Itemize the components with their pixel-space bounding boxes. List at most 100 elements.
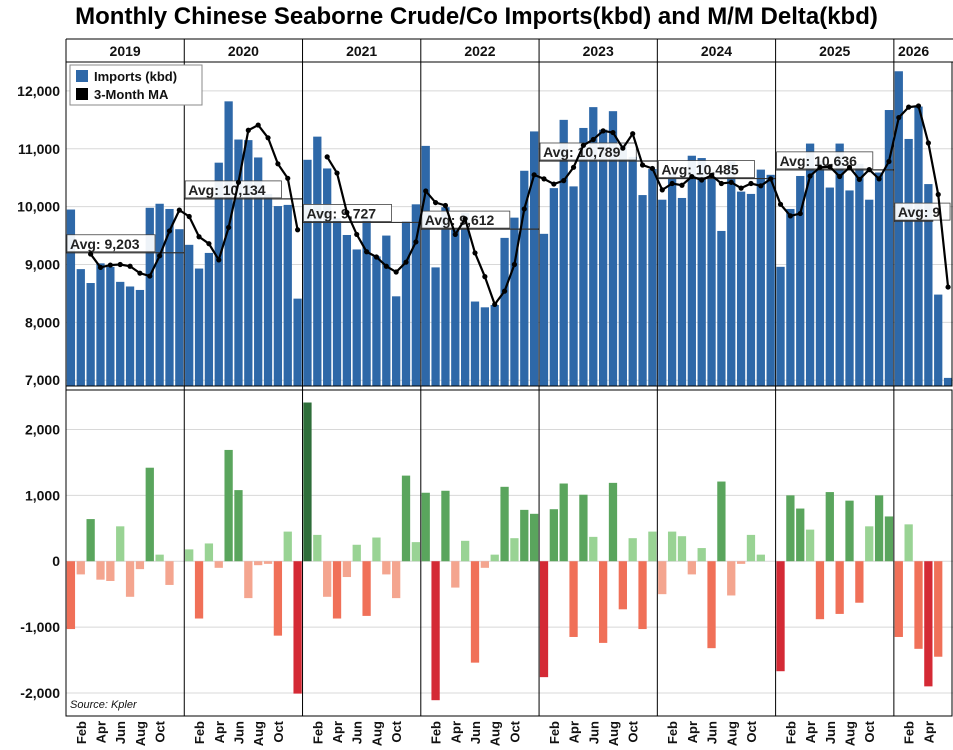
imports-bar (776, 266, 785, 386)
ma-point (787, 213, 793, 219)
imports-bar (549, 188, 558, 386)
delta-bar (569, 561, 578, 637)
ma-point (452, 231, 458, 238)
ma-point (176, 207, 182, 213)
ma-point (856, 176, 862, 183)
x-tick-label: Aug (606, 721, 621, 746)
delta-bar (904, 524, 913, 562)
ma-point (383, 263, 389, 269)
ma-point (334, 170, 340, 176)
x-tick-label: Feb (192, 721, 207, 744)
ma-point (226, 224, 232, 231)
delta-bar (746, 534, 756, 562)
delta-bar (145, 467, 154, 562)
imports-bar (924, 184, 933, 386)
average-label: Avg: 9 (898, 204, 940, 220)
delta-bar (421, 492, 430, 562)
delta-bar (500, 486, 509, 562)
ma-point (285, 175, 291, 181)
source-note: Source: Kpler (70, 699, 138, 711)
average-label: Avg: 9,612 (425, 212, 495, 228)
ma-point (423, 188, 429, 194)
ma-point (492, 301, 498, 308)
average-label: Avg: 9,203 (70, 236, 140, 252)
ma-point (97, 264, 104, 270)
ma-point (846, 164, 853, 170)
delta-bar (825, 492, 834, 562)
ma-point (472, 250, 478, 256)
average-label-box (66, 234, 156, 253)
delta-y-axis: -2,000 -1,000 0 1,000 2,000 (20, 422, 60, 701)
ma-point (354, 231, 360, 238)
x-tick-label: Jun (468, 721, 483, 744)
ma-point (137, 270, 143, 276)
delta-bar (687, 561, 696, 575)
delta-y-tick-label: 1,000 (25, 487, 60, 503)
imports-bar (638, 195, 647, 386)
imports-bar (96, 263, 105, 386)
delta-bar (865, 526, 874, 562)
x-tick-label: Aug (369, 721, 384, 746)
ma-point (768, 176, 774, 182)
delta-bar (884, 516, 894, 562)
ma-point (166, 228, 173, 234)
imports-bar (529, 131, 539, 386)
delta-bar (835, 561, 844, 614)
average-label: Avg: 9,727 (307, 205, 377, 221)
delta-bar (667, 531, 677, 562)
delta-bar (934, 561, 943, 657)
delta-bar (461, 540, 470, 562)
delta-bar (727, 561, 736, 596)
delta-bar (628, 538, 637, 562)
x-tick-label: Feb (310, 721, 325, 744)
x-tick-label: Feb (74, 721, 89, 744)
delta-bar (263, 561, 273, 564)
ma-point (935, 191, 941, 198)
delta-bar (805, 529, 815, 562)
ma-point (344, 209, 350, 216)
imports-bar (736, 191, 746, 386)
imports-bar (194, 268, 204, 386)
imports-bar (451, 229, 460, 386)
x-tick-label: Feb (429, 721, 444, 744)
delta-bar (96, 561, 105, 580)
delta-bar (786, 495, 795, 562)
ma-point (147, 273, 153, 279)
ma-point (127, 263, 133, 269)
x-tick-label: Oct (626, 720, 641, 742)
x-tick-label: Apr (921, 721, 936, 743)
delta-bar (815, 561, 825, 620)
imports-bar (894, 71, 903, 386)
imports-bar (855, 163, 864, 386)
imports-bar (874, 172, 884, 386)
delta-bars (66, 402, 943, 701)
imports-bar (303, 159, 312, 386)
delta-bar (441, 490, 450, 562)
delta-bar (776, 561, 785, 672)
legend-box (69, 64, 203, 106)
ma-point (531, 172, 537, 178)
delta-bar (756, 554, 765, 562)
delta-bar (273, 561, 283, 636)
x-tick-label: Apr (803, 721, 818, 743)
delta-bar (135, 561, 145, 570)
legend: Imports (kbd) 3-Month MA (69, 64, 203, 106)
imports-bar (648, 169, 657, 386)
ma-point (630, 131, 636, 137)
delta-bar (214, 561, 223, 568)
average-label: Avg: 10,636 (780, 153, 858, 169)
x-tick-label: Oct (744, 720, 759, 742)
delta-bar (224, 449, 233, 562)
imports-bar (125, 286, 135, 386)
ma-point (837, 173, 843, 180)
ma-point (728, 179, 734, 185)
x-tick-label: Oct (389, 720, 404, 742)
imports-bar (687, 155, 696, 386)
imports-bar (135, 289, 145, 386)
legend-imports-label: Imports (kbd) (94, 69, 177, 84)
imports-bar (283, 204, 292, 386)
imports-bar (145, 207, 154, 386)
ma-point (906, 104, 912, 110)
